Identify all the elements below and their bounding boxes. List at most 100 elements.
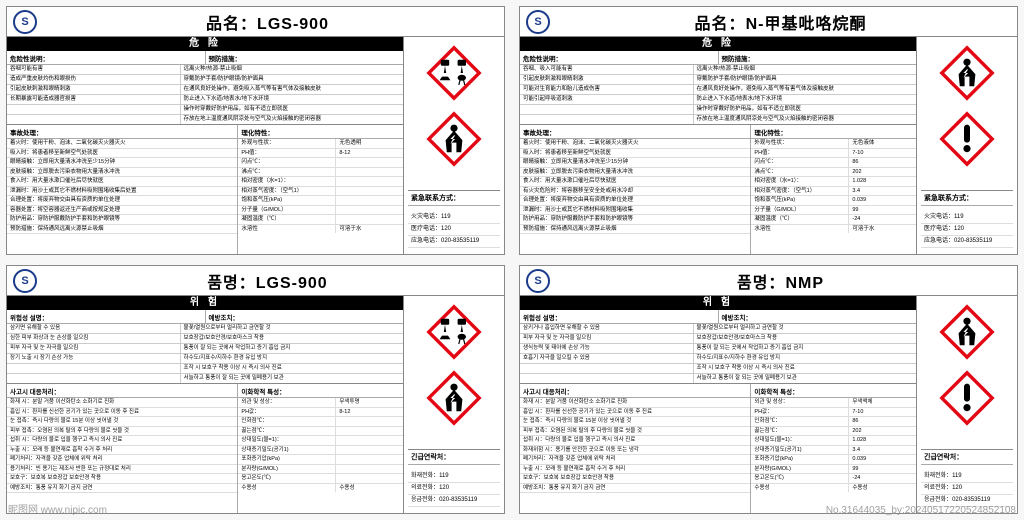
phys-value: 3.4: [848, 446, 916, 455]
response-line: 누출 시：모래 등 불연재로 흡착 수거 후 처리: [520, 465, 750, 475]
contact-line: 화재전화：119: [408, 471, 500, 483]
hazard-row: 操作时穿戴好防护用品，如有不适立即就医: [7, 105, 403, 115]
phys-key: 闪点℃：: [238, 158, 335, 167]
phys-key: 인화점℃：: [751, 417, 848, 426]
danger-band: 위 험: [7, 296, 403, 310]
ghs-pictogram-health-icon: [424, 109, 484, 169]
phys-key: 응고온도(℃): [238, 474, 335, 483]
hazard-header: 危险性说明：: [520, 51, 718, 64]
phys-key: 相对密度（水=1）：: [238, 177, 335, 186]
response-line: 食入时：用大量水漱口催吐后尽快就医: [520, 177, 750, 187]
phys-row: 凝固温度（℃） -24: [751, 215, 916, 225]
hazard-header: 위험성 설명：: [520, 310, 718, 323]
response-line: 皮肤接触：立即脱去污染衣物用大量清水冲洗: [7, 168, 237, 178]
product-title: 품명：LGS-900: [37, 269, 498, 293]
phys-row: 沸点℃：: [238, 168, 403, 178]
response-line: 防护用品：穿防护服戴防护手套和防护眼镜等: [7, 215, 237, 225]
phys-key: 외관 및 성상：: [238, 398, 335, 407]
response-line: 예방조치：통풍 유지 화기 금지 금연: [520, 484, 750, 494]
phys-key: 闪点℃：: [751, 158, 848, 167]
phys-row: 水溶性 可溶于水: [751, 225, 916, 234]
hazard-row: 引起皮肤刺激和眼睛刺激 穿戴防护手套/防护眼镜/防护面具: [520, 75, 916, 85]
danger-band: 危 险: [520, 37, 916, 51]
phys-value: 86: [848, 158, 916, 167]
phys-row: 외관 및 성상： 무색액체: [751, 398, 916, 408]
response-line: 보호구：보호복 보호장갑 보호안경 착용: [520, 474, 750, 484]
hazard-text: [7, 105, 180, 114]
contact-list: 화재전화：119 의료전화：120 응급전화：020-83535119: [408, 471, 500, 507]
hazard-text: 吞咽可能有害: [7, 65, 180, 74]
response-line: 泄漏时：用沙土或其它不燃材料吸附围堵收集: [520, 206, 750, 216]
contact-list: 화재전화：119 의료전화：120 응급전화：020-83535119: [921, 471, 1013, 507]
phys-value: 1.028: [848, 177, 916, 186]
phys-value: 수용성: [848, 484, 916, 493]
contact-line: 응급전화：020-83535119: [408, 495, 500, 507]
phys-key: 상대증기밀도(공기1): [238, 446, 335, 455]
hazard-row: 造成严重皮肤灼伤和眼损伤 穿戴防护手套/防护眼镜/防护面具: [7, 75, 403, 85]
phys-key: 水溶性: [751, 225, 848, 234]
safety-card: S 品名：LGS-900 危 险 危险性说明： 预防措施： 吞咽可能有害 远离火…: [6, 6, 505, 255]
phys-row: 상대증기밀도(공기1): [238, 446, 403, 456]
hazard-text: 可能引起呼吸道刺激: [520, 95, 693, 104]
phys-row: 分子量（G/MOL）: [238, 206, 403, 216]
phys-value: 무색액체: [848, 398, 916, 407]
phys-row: 外观与性状： 无色液体: [751, 139, 916, 149]
phys-key: 외관 및 성상：: [751, 398, 848, 407]
phys-value: 86: [848, 417, 916, 426]
phys-row: 응고온도(℃) -24: [751, 474, 916, 484]
hazard-row: 피부 자극 및 눈 자극을 일으킴 보호장갑/보호안경/보호마스크 착용: [520, 334, 916, 344]
product-title: 品名：LGS-900: [37, 10, 498, 34]
hazard-text: 삼키거나 흡입하면 유해할 수 있음: [520, 324, 693, 333]
prevention-text: 보호장갑/보호안경/보호마스크 착용: [180, 334, 403, 343]
phys-key: 응고온도(℃): [751, 474, 848, 483]
response-line: 폐기처리：자격을 갖춘 업체에 위탁 처리: [7, 455, 237, 465]
prevention-header: 예방조치：: [718, 310, 917, 323]
phys-value: [335, 427, 403, 436]
ghs-pictogram-corrosion-icon: [424, 302, 484, 362]
response-line: 预防措施：保持通风远离火源禁止吸烟: [520, 225, 750, 235]
hazard-row: 吞咽可能有害 远离火种/热源-禁止吸烟: [7, 65, 403, 75]
prevention-text: 防止进入下水道/地表水/地下水环境: [693, 95, 916, 104]
response-line: 화재위험 시：용기를 안전한 곳으로 이동 또는 냉각: [520, 446, 750, 456]
prevention-text: 操作时穿戴好防护用品，如有不适立即就医: [180, 105, 403, 114]
phys-row: 수용성 수용성: [751, 484, 916, 493]
response-line: 폐기처리：자격을 갖춘 업체에 위탁 처리: [520, 455, 750, 465]
hazard-row: 조작 시 보호구 착용 이상 시 즉시 의사 진료: [7, 364, 403, 374]
response-line: 容器处置：将空容器返还生产商或按规定处理: [7, 206, 237, 216]
ghs-pictogram-health-icon: [937, 302, 997, 362]
phys-header: 이화학적 특성：: [751, 384, 916, 398]
prevention-text: 통풍이 잘 되는 곳에서 작업하고 증기 흡입 금지: [180, 344, 403, 353]
phys-value: 99: [848, 206, 916, 215]
hazard-text: 长期暴露可能造成器官损害: [7, 95, 180, 104]
prevention-text: 在通风良好处操作，避免吸入蒸气等有害气体及接触皮肤: [180, 85, 403, 94]
response-line: 皮肤接触：立即脱去污染衣物用大量清水冲洗: [520, 168, 750, 178]
response-line: 예방조치：통풍 유지 화기 금지 금연: [7, 484, 237, 494]
contact-header: 紧急联系方式：: [408, 190, 500, 206]
phys-value: 无色液体: [848, 139, 916, 148]
response-line: 눈 접촉：즉시 다량의 물로 15분 이상 씻어낼 것: [7, 417, 237, 427]
danger-band: 危 险: [7, 37, 403, 51]
contact-line: 화재전화：119: [921, 471, 1013, 483]
hazard-row: 可能对生育能力和胎儿造成伤害 在通风良好处操作，避免吸入蒸气等有害气体及接触皮肤: [520, 85, 916, 95]
prevention-text: 存放在地上温度通风阴凉处与空气及火焰接触的密闭容器: [693, 115, 916, 124]
hazard-row: 서늘하고 통풍이 잘 되는 곳에 밀폐용기 보관: [7, 374, 403, 383]
phys-row: PH값： 7-10: [751, 408, 916, 418]
hazard-row: 조작 시 보호구 착용 이상 시 즉시 의사 진료: [520, 364, 916, 374]
phys-row: 수용성 수용성: [238, 484, 403, 493]
phys-row: PH值： 7-10: [751, 149, 916, 159]
phys-value: [335, 215, 403, 224]
response-line: 预防措施：保持通风远离火源禁止吸烟: [7, 225, 237, 235]
phys-row: 외관 및 성상： 무색투명: [238, 398, 403, 408]
response-header: 사고시 대응처리：: [7, 384, 237, 398]
phys-row: 분자량(G/MOL) 99: [751, 465, 916, 475]
phys-key: 수용성: [751, 484, 848, 493]
hazard-row: 吞咽、吸入可能有害 远离火种/热源-禁止吸烟: [520, 65, 916, 75]
prevention-text: 불꽃/열원으로부터 멀리하고 금연할 것: [693, 324, 916, 333]
response-line: 눈 접촉：즉시 다량의 물로 15분 이상 씻어낼 것: [520, 417, 750, 427]
title-row: S 품명：NMP: [520, 266, 1017, 296]
prevention-text: 조작 시 보호구 착용 이상 시 즉시 의사 진료: [180, 364, 403, 373]
phys-row: 水溶性 可溶于水: [238, 225, 403, 234]
prevention-header: 预防措施：: [205, 51, 404, 64]
phys-value: -24: [848, 215, 916, 224]
phys-value: 可溶于水: [848, 225, 916, 234]
